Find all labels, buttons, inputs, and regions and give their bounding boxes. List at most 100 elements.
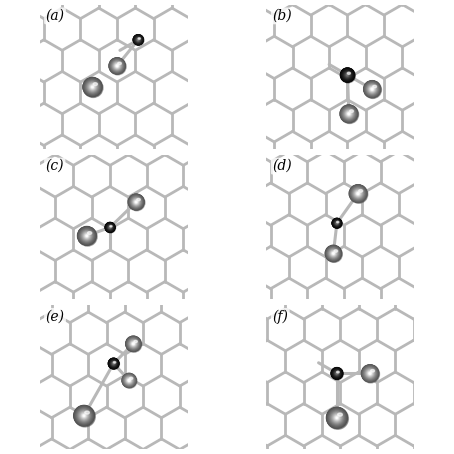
Circle shape	[366, 370, 374, 377]
Circle shape	[355, 190, 361, 197]
Circle shape	[346, 111, 351, 116]
Circle shape	[90, 84, 95, 89]
Circle shape	[114, 63, 120, 69]
Circle shape	[130, 196, 142, 208]
Circle shape	[130, 340, 137, 347]
Circle shape	[327, 247, 340, 260]
Circle shape	[130, 196, 142, 208]
Circle shape	[346, 111, 351, 116]
Ellipse shape	[336, 371, 339, 373]
Circle shape	[336, 222, 338, 224]
Circle shape	[336, 373, 338, 374]
Circle shape	[353, 189, 363, 198]
Circle shape	[108, 225, 112, 230]
Circle shape	[105, 222, 115, 232]
Circle shape	[352, 188, 364, 199]
Circle shape	[74, 406, 94, 425]
Circle shape	[134, 200, 138, 204]
Circle shape	[109, 359, 118, 368]
Circle shape	[109, 226, 111, 229]
Circle shape	[341, 106, 356, 122]
Circle shape	[367, 370, 373, 376]
Ellipse shape	[347, 72, 350, 74]
Circle shape	[125, 376, 133, 385]
Circle shape	[80, 230, 93, 242]
Circle shape	[330, 411, 344, 425]
Circle shape	[340, 105, 358, 123]
Circle shape	[363, 366, 377, 380]
Circle shape	[125, 376, 133, 385]
Circle shape	[133, 199, 139, 205]
Circle shape	[87, 81, 99, 93]
Circle shape	[371, 88, 373, 90]
Text: (d): (d)	[272, 159, 292, 173]
Circle shape	[75, 407, 93, 424]
Circle shape	[81, 413, 87, 419]
Circle shape	[333, 253, 334, 254]
Circle shape	[78, 227, 96, 245]
Circle shape	[112, 361, 116, 365]
Circle shape	[343, 71, 351, 79]
Circle shape	[86, 235, 88, 237]
Circle shape	[345, 72, 350, 78]
Circle shape	[123, 375, 134, 386]
Circle shape	[92, 86, 93, 88]
Circle shape	[334, 370, 340, 377]
Circle shape	[343, 108, 355, 120]
Circle shape	[128, 339, 138, 349]
Circle shape	[365, 83, 379, 96]
Circle shape	[370, 88, 374, 91]
Circle shape	[365, 368, 375, 378]
Circle shape	[111, 361, 116, 366]
Circle shape	[86, 81, 99, 93]
Circle shape	[113, 362, 115, 365]
Circle shape	[80, 412, 88, 419]
Circle shape	[83, 414, 85, 417]
Circle shape	[347, 74, 348, 75]
Circle shape	[123, 374, 137, 388]
Circle shape	[336, 373, 337, 374]
Circle shape	[135, 37, 142, 43]
Circle shape	[81, 230, 93, 242]
Circle shape	[133, 35, 143, 45]
Circle shape	[357, 192, 359, 194]
Circle shape	[365, 369, 375, 378]
Circle shape	[133, 198, 140, 206]
Circle shape	[106, 223, 114, 232]
Circle shape	[330, 250, 337, 257]
Circle shape	[127, 378, 131, 383]
Circle shape	[342, 107, 355, 120]
Circle shape	[131, 197, 141, 207]
Circle shape	[109, 227, 111, 228]
Circle shape	[341, 69, 354, 81]
Circle shape	[107, 224, 113, 231]
Circle shape	[335, 372, 339, 375]
Circle shape	[137, 39, 139, 41]
Circle shape	[136, 38, 141, 42]
Circle shape	[135, 37, 141, 43]
Circle shape	[345, 110, 353, 118]
Circle shape	[133, 35, 143, 44]
Circle shape	[344, 71, 351, 79]
Circle shape	[81, 230, 93, 242]
Circle shape	[75, 407, 93, 424]
Circle shape	[130, 341, 136, 346]
Text: (f): (f)	[272, 309, 288, 324]
Circle shape	[335, 371, 339, 375]
Circle shape	[109, 360, 118, 368]
Circle shape	[342, 69, 353, 81]
Circle shape	[115, 64, 119, 68]
Circle shape	[117, 65, 118, 66]
Circle shape	[113, 362, 115, 365]
Circle shape	[334, 415, 340, 421]
Circle shape	[80, 411, 88, 420]
Circle shape	[111, 360, 117, 366]
Circle shape	[81, 231, 92, 241]
Circle shape	[334, 370, 340, 376]
Circle shape	[124, 376, 133, 385]
Circle shape	[138, 39, 139, 40]
Circle shape	[352, 188, 364, 200]
Circle shape	[328, 248, 338, 258]
Circle shape	[332, 413, 342, 423]
Circle shape	[85, 234, 89, 237]
